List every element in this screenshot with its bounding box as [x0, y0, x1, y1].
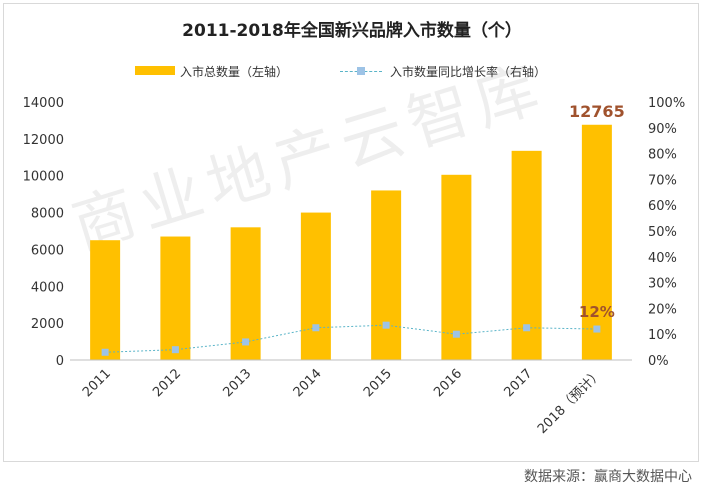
right-tick-label: 40%	[648, 251, 677, 266]
x-tick-label: 2012	[150, 366, 184, 400]
bar	[581, 124, 612, 361]
right-tick-label: 0%	[648, 354, 669, 369]
x-tick-label: 2018（预计）	[535, 366, 606, 437]
left-tick-label: 8000	[31, 207, 64, 222]
x-tick-label: 2015	[361, 366, 395, 400]
legend-bar-label: 入市总数量（左轴）	[180, 65, 289, 79]
growth-marker	[101, 348, 109, 356]
right-tick-label: 100%	[648, 96, 685, 111]
x-tick-label: 2014	[291, 366, 325, 400]
left-tick-label: 4000	[31, 280, 64, 295]
right-tick-label: 50%	[648, 225, 677, 240]
growth-line	[105, 324, 597, 353]
right-tick-label: 70%	[648, 173, 677, 188]
x-tick-label: 2011	[80, 366, 114, 400]
left-tick-label: 12000	[23, 133, 64, 148]
bar	[300, 212, 331, 360]
chart-title: 2011-2018年全国新兴品牌入市数量（个）	[182, 21, 522, 41]
growth-marker	[171, 346, 179, 354]
left-tick-label: 6000	[31, 243, 64, 258]
right-tick-label: 80%	[648, 148, 677, 163]
growth-marker	[593, 325, 601, 333]
left-tick-label: 0	[56, 354, 64, 369]
growth-marker	[312, 324, 320, 332]
left-tick-label: 10000	[23, 170, 64, 185]
bar	[90, 240, 121, 360]
bar	[441, 174, 472, 360]
right-tick-label: 90%	[648, 122, 677, 137]
left-tick-label: 2000	[31, 317, 64, 332]
source-note: 数据来源：赢商大数据中心	[524, 469, 692, 485]
x-tick-label: 2013	[220, 366, 254, 400]
right-tick-label: 10%	[648, 328, 677, 343]
bar-value-annotation: 12765	[569, 102, 625, 121]
growth-marker	[382, 321, 390, 329]
growth-marker	[242, 338, 250, 346]
right-tick-label: 20%	[648, 302, 677, 317]
right-tick-label: 30%	[648, 277, 677, 292]
x-tick-label: 2017	[501, 366, 535, 400]
x-tick-label: 2016	[431, 366, 465, 400]
legend: 入市总数量（左轴） 入市数量同比增长率（右轴）	[0, 60, 704, 82]
legend-line-label: 入市数量同比增长率（右轴）	[390, 65, 547, 79]
legend-marker-swatch	[357, 67, 365, 75]
rate-value-annotation: 12%	[579, 303, 615, 321]
growth-marker	[452, 330, 460, 338]
bar	[160, 236, 191, 360]
bar	[230, 227, 261, 360]
right-tick-label: 60%	[648, 199, 677, 214]
bar	[371, 190, 402, 360]
legend-bar-swatch	[135, 66, 175, 75]
left-tick-label: 14000	[23, 96, 64, 111]
growth-marker	[523, 324, 531, 332]
